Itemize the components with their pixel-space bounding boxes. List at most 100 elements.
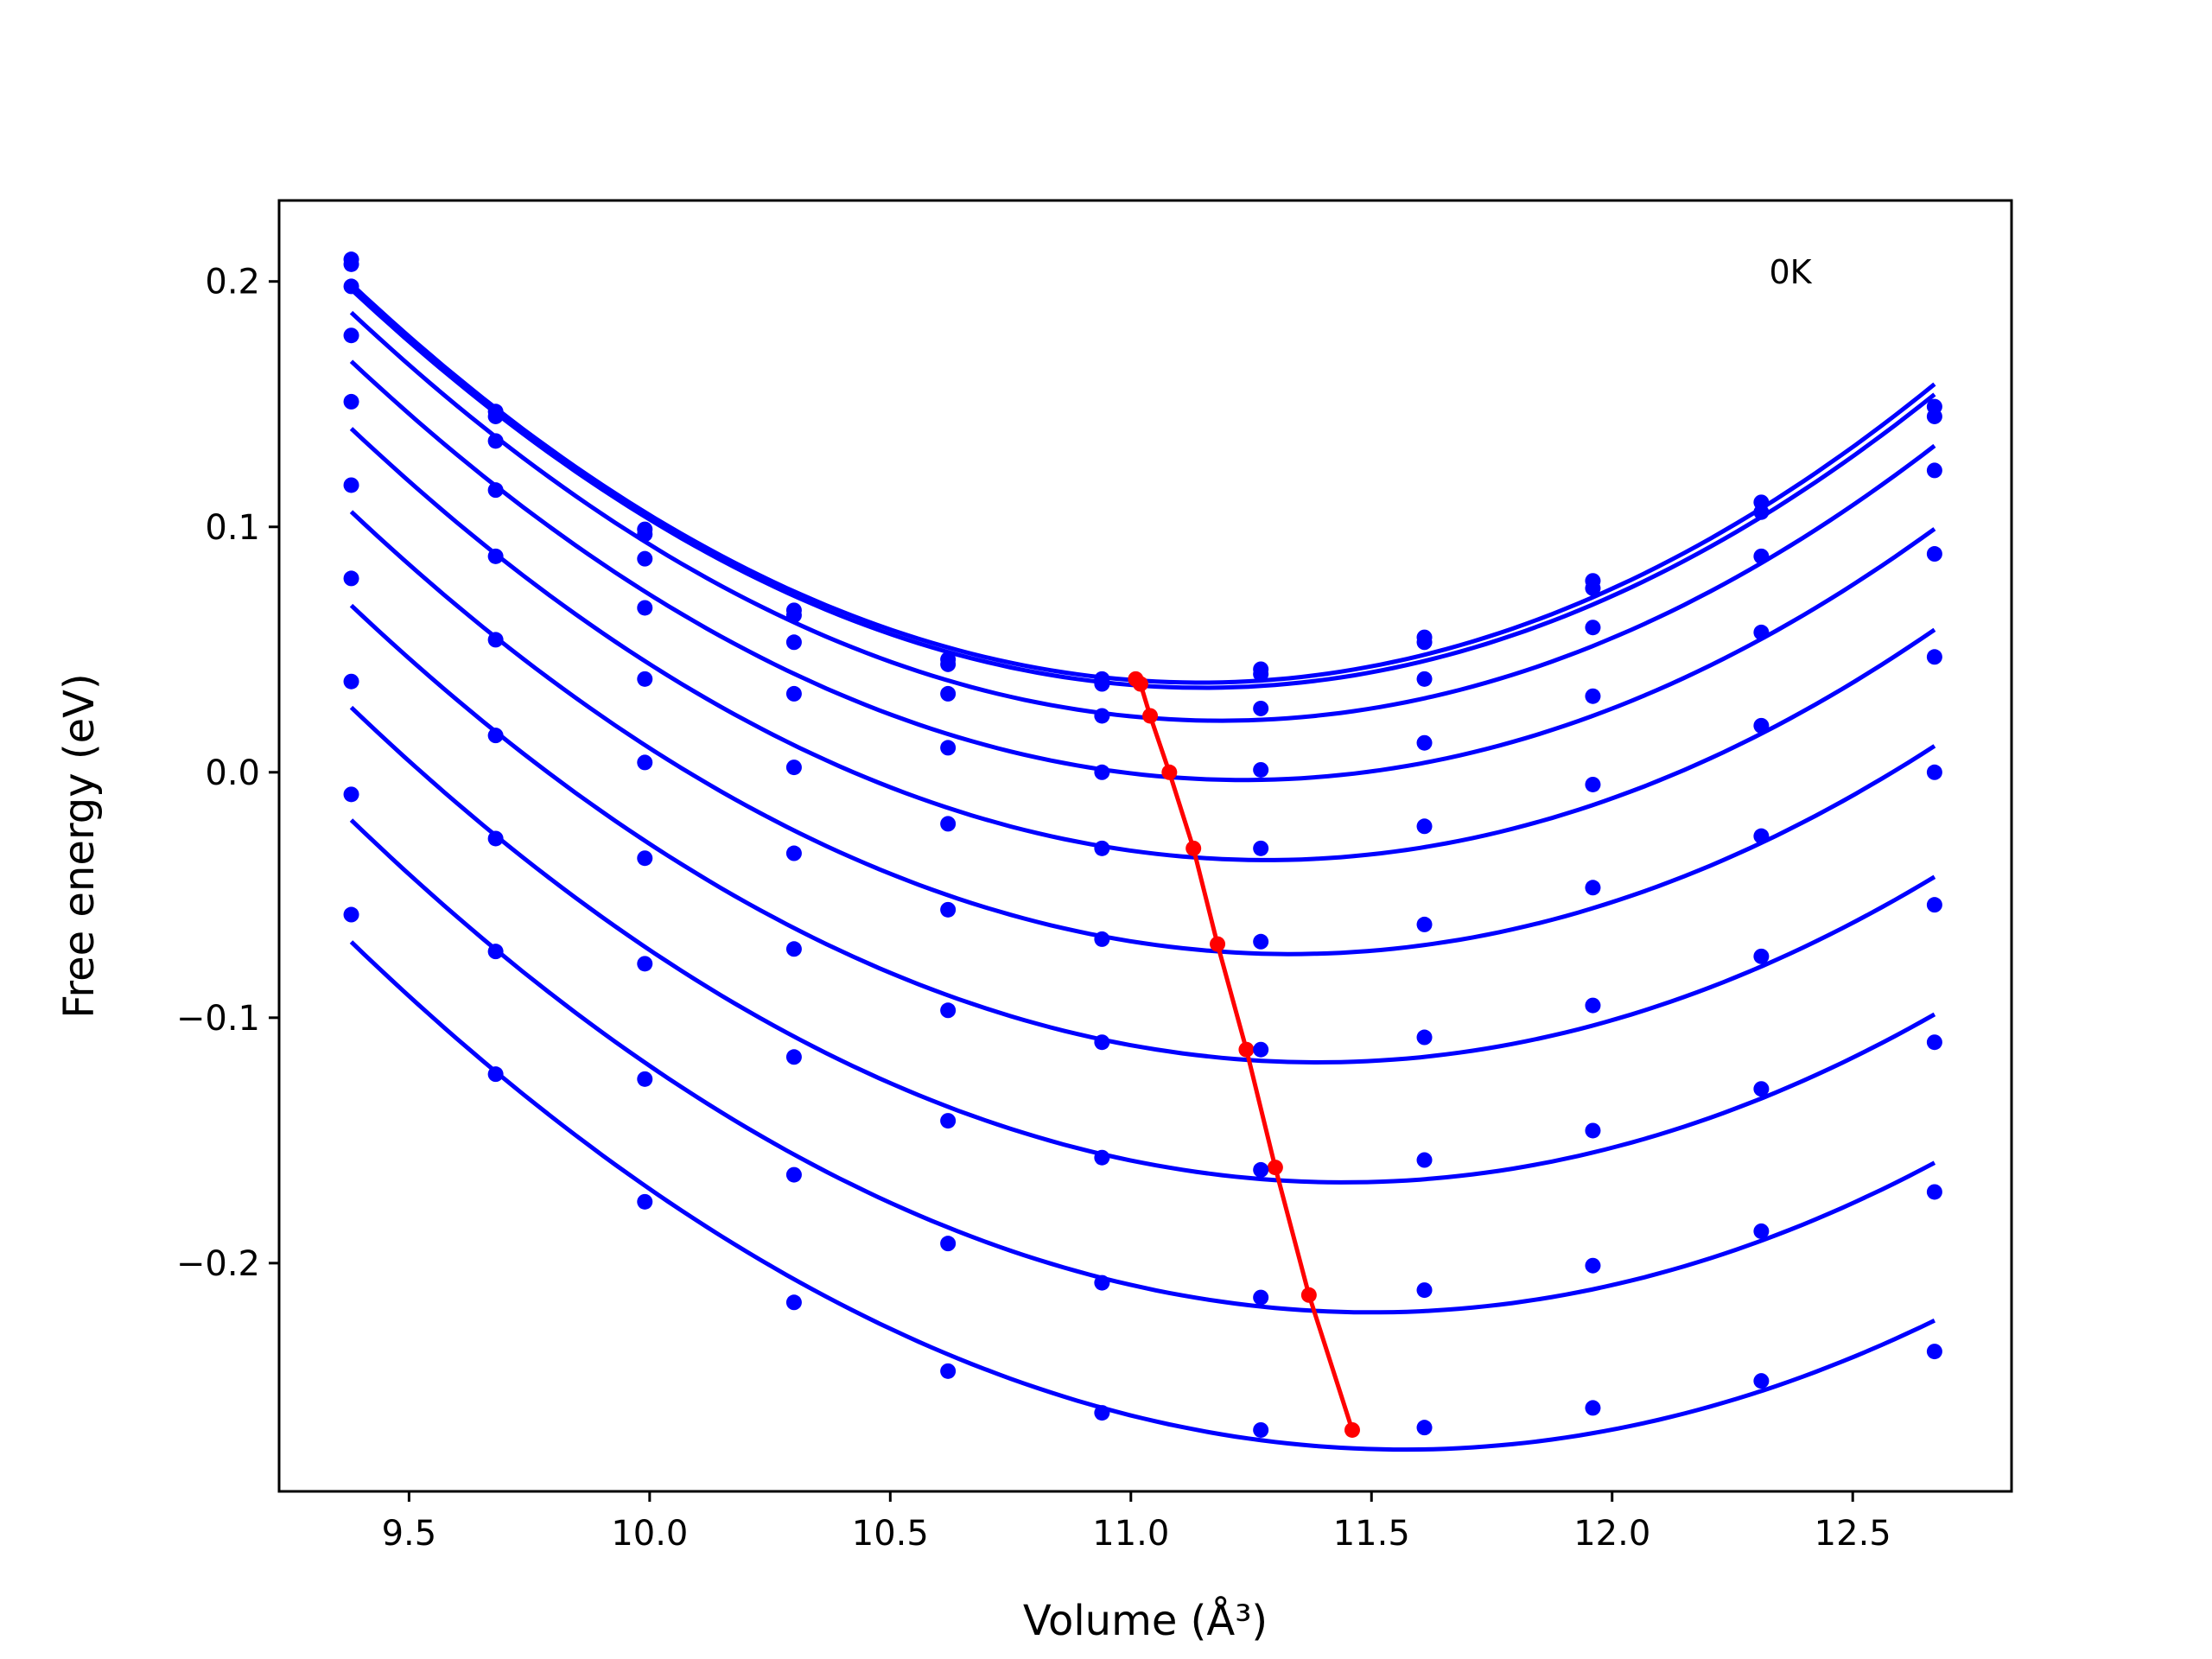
data-point <box>343 393 359 410</box>
data-point <box>637 600 653 616</box>
data-point <box>1753 948 1770 964</box>
data-point <box>1585 880 1601 896</box>
data-point <box>785 941 802 957</box>
data-point <box>487 944 504 960</box>
data-point <box>637 1071 653 1087</box>
temperature-annotation: 0K <box>1769 253 1812 291</box>
data-point <box>1926 1344 1942 1360</box>
series-curve-10 <box>349 940 1936 1452</box>
data-point <box>637 1193 653 1210</box>
y-axis-ticks: −0.2 −0.1 0.0 0.1 0.2 <box>176 263 279 1284</box>
data-point <box>1585 776 1601 792</box>
minimum-point <box>1185 840 1202 856</box>
data-point <box>487 728 504 744</box>
data-point <box>637 850 653 867</box>
x-axis-title: Volume (Å³) <box>1023 1596 1268 1645</box>
data-point <box>1094 840 1110 856</box>
data-point <box>940 816 957 832</box>
data-point <box>637 550 653 567</box>
data-markers <box>343 251 1942 1438</box>
data-point <box>785 760 802 776</box>
y-tick-label: 0.1 <box>205 508 260 548</box>
data-point <box>637 671 653 687</box>
series-curve-4 <box>349 359 1936 783</box>
data-point <box>785 845 802 861</box>
data-point <box>487 433 504 449</box>
data-point <box>1585 580 1601 596</box>
data-point <box>1094 708 1110 724</box>
y-tick-label: 0.2 <box>205 263 260 302</box>
data-point <box>940 1236 957 1252</box>
data-point <box>1926 462 1942 479</box>
data-point <box>1094 676 1110 692</box>
data-point <box>1585 620 1601 636</box>
data-point <box>1253 700 1269 716</box>
series-curve-7 <box>349 603 1936 1065</box>
data-point <box>940 740 957 756</box>
data-point <box>1926 649 1942 665</box>
series-curve-5 <box>349 427 1936 862</box>
data-point <box>637 956 653 972</box>
data-point <box>1094 1034 1110 1051</box>
data-point <box>343 278 359 295</box>
data-point <box>343 906 359 923</box>
data-point <box>1253 1289 1269 1306</box>
data-point <box>1416 634 1433 651</box>
minimum-point <box>1142 708 1159 724</box>
y-tick-label: −0.1 <box>176 999 260 1039</box>
data-point <box>1416 671 1433 687</box>
y-axis-title: Free energy (eV) <box>55 673 104 1018</box>
x-tick-label: 10.5 <box>852 1514 929 1554</box>
data-point <box>1926 1034 1942 1051</box>
minimum-point <box>1344 1421 1360 1438</box>
data-point <box>343 673 359 690</box>
data-point <box>1253 1161 1269 1178</box>
data-point <box>940 1363 957 1379</box>
data-point <box>785 1294 802 1311</box>
data-point <box>1253 840 1269 856</box>
data-point <box>940 901 957 918</box>
data-point <box>343 256 359 272</box>
data-point <box>1253 666 1269 683</box>
data-point <box>1416 818 1433 835</box>
y-tick-label: −0.2 <box>176 1244 260 1284</box>
data-point <box>1753 1081 1770 1097</box>
data-point <box>343 477 359 493</box>
data-point <box>1926 764 1942 780</box>
data-point <box>1416 1282 1433 1299</box>
series-curve-6 <box>349 510 1936 957</box>
minimum-point <box>1238 1041 1255 1058</box>
data-point <box>343 327 359 344</box>
data-point <box>487 1066 504 1083</box>
minimum-point <box>1161 764 1178 780</box>
data-point <box>1094 764 1110 780</box>
minima-line <box>1128 671 1360 1438</box>
data-point <box>1416 916 1433 932</box>
series-curve-8 <box>349 705 1936 1185</box>
data-point <box>1926 1184 1942 1200</box>
data-point <box>487 632 504 648</box>
minimum-point <box>1210 936 1226 952</box>
data-point <box>1753 624 1770 640</box>
data-point <box>1416 1029 1433 1046</box>
data-point <box>1585 1122 1601 1139</box>
data-point <box>1926 546 1942 563</box>
x-tick-label: 12.0 <box>1573 1514 1650 1554</box>
data-point <box>1585 997 1601 1014</box>
minimum-point <box>1300 1287 1317 1303</box>
data-point <box>1585 1400 1601 1416</box>
data-point <box>940 685 957 702</box>
x-axis-ticks: 9.5 10.0 10.5 11.0 11.5 12.0 12.5 <box>382 1491 1891 1554</box>
x-tick-label: 11.0 <box>1092 1514 1169 1554</box>
data-point <box>785 607 802 624</box>
data-point <box>1753 504 1770 520</box>
data-point <box>343 570 359 587</box>
data-point <box>940 1002 957 1019</box>
data-point <box>1416 1420 1433 1436</box>
data-point <box>1416 1152 1433 1168</box>
data-point <box>1094 1405 1110 1421</box>
data-point <box>1253 1421 1269 1438</box>
data-point <box>1753 1373 1770 1389</box>
